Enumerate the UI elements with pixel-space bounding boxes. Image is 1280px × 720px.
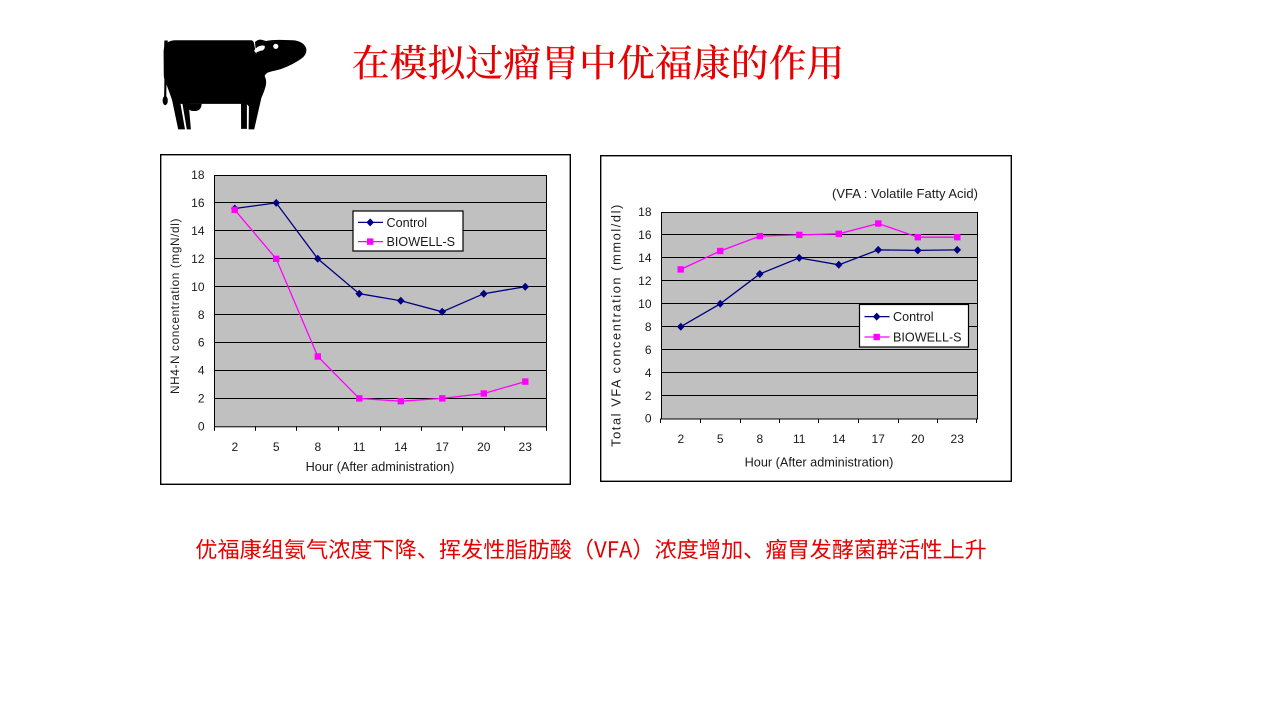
svg-text:Hour (After administration): Hour (After administration) bbox=[745, 456, 894, 470]
svg-text:8: 8 bbox=[645, 320, 652, 334]
svg-text:4: 4 bbox=[645, 366, 652, 380]
svg-text:2: 2 bbox=[645, 389, 652, 403]
svg-text:Control: Control bbox=[387, 216, 428, 230]
svg-text:2: 2 bbox=[198, 392, 205, 406]
svg-text:2: 2 bbox=[231, 440, 238, 454]
svg-text:23: 23 bbox=[951, 432, 965, 446]
svg-text:5: 5 bbox=[273, 440, 280, 454]
svg-text:14: 14 bbox=[394, 440, 408, 454]
svg-text:16: 16 bbox=[638, 228, 652, 242]
svg-text:14: 14 bbox=[832, 432, 846, 446]
svg-text:14: 14 bbox=[191, 224, 205, 238]
svg-text:0: 0 bbox=[198, 420, 205, 434]
svg-text:17: 17 bbox=[436, 440, 450, 454]
svg-text:11: 11 bbox=[793, 432, 806, 446]
svg-text:5: 5 bbox=[717, 432, 724, 446]
svg-text:18: 18 bbox=[638, 205, 652, 219]
svg-text:BIOWELL-S: BIOWELL-S bbox=[387, 235, 456, 249]
svg-text:8: 8 bbox=[198, 308, 205, 322]
svg-text:0: 0 bbox=[645, 412, 652, 426]
svg-text:Hour (After administration): Hour (After administration) bbox=[306, 460, 455, 474]
svg-text:8: 8 bbox=[756, 432, 763, 446]
svg-text:12: 12 bbox=[638, 274, 652, 288]
svg-text:20: 20 bbox=[911, 432, 925, 446]
svg-text:NH4-N concentration (mgN/dl): NH4-N concentration (mgN/dl) bbox=[168, 218, 182, 394]
svg-text:14: 14 bbox=[638, 251, 652, 265]
svg-text:16: 16 bbox=[191, 196, 205, 210]
svg-text:(VFA : Volatile Fatty Acid): (VFA : Volatile Fatty Acid) bbox=[832, 186, 978, 201]
svg-text:4: 4 bbox=[198, 364, 205, 378]
svg-text:Control: Control bbox=[893, 310, 934, 324]
svg-text:2: 2 bbox=[677, 432, 684, 446]
svg-text:20: 20 bbox=[477, 440, 491, 454]
svg-text:23: 23 bbox=[519, 440, 533, 454]
svg-text:Total VFA concentration (mmol/: Total VFA concentration (mmol/dl) bbox=[609, 203, 624, 447]
svg-text:BIOWELL-S: BIOWELL-S bbox=[893, 331, 962, 345]
svg-text:17: 17 bbox=[872, 432, 886, 446]
svg-text:12: 12 bbox=[191, 252, 205, 266]
svg-text:18: 18 bbox=[191, 168, 205, 182]
svg-text:11: 11 bbox=[353, 440, 366, 454]
svg-text:8: 8 bbox=[314, 440, 321, 454]
svg-text:6: 6 bbox=[198, 336, 205, 350]
svg-text:6: 6 bbox=[645, 343, 652, 357]
svg-text:10: 10 bbox=[191, 280, 205, 294]
svg-text:10: 10 bbox=[638, 297, 652, 311]
